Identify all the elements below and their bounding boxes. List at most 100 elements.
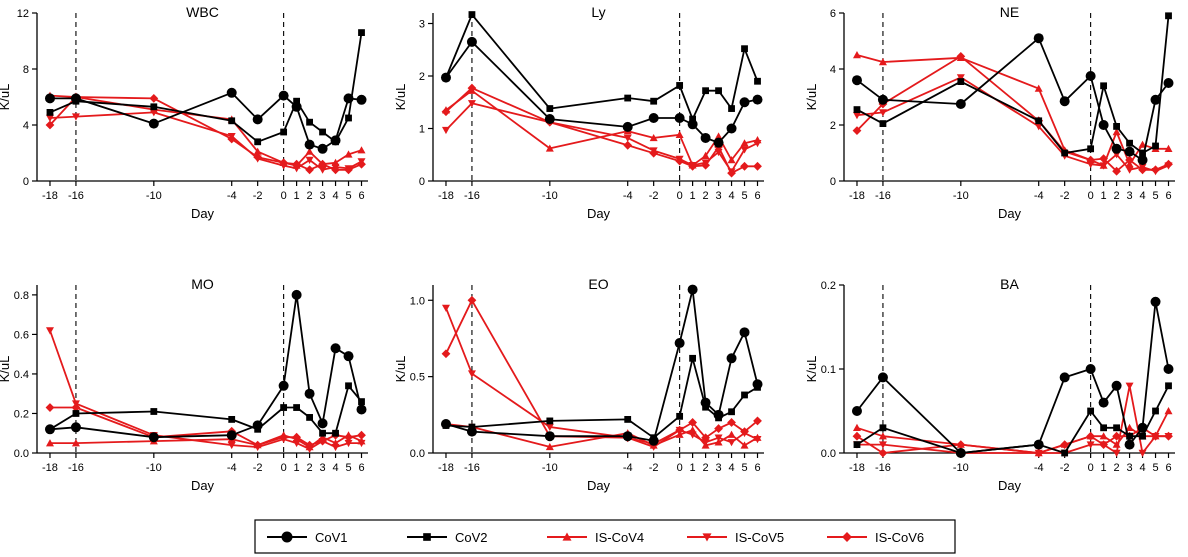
data-point — [1163, 78, 1174, 88]
data-point — [713, 137, 724, 148]
data-point — [305, 147, 314, 155]
x-tick-label: -10 — [953, 190, 969, 202]
data-point — [317, 418, 328, 429]
data-point — [306, 414, 313, 421]
data-point — [292, 159, 302, 169]
series-line — [49, 94, 362, 167]
data-point — [714, 438, 723, 446]
data-point — [955, 99, 966, 109]
x-tick-label: 3 — [716, 190, 722, 202]
data-point — [318, 159, 327, 169]
data-point — [252, 114, 263, 125]
data-point — [1165, 12, 1172, 20]
data-point — [318, 166, 327, 174]
legend: CoV1 CoV2 IS-CoV4 IS-CoV5 IS-CoV6 — [254, 519, 956, 554]
legend-label: CoV1 — [315, 530, 348, 545]
x-tick-label: -16 — [464, 190, 480, 202]
data-point — [741, 45, 748, 53]
x-tick-label: -2 — [253, 190, 263, 202]
series-is-cov5 — [45, 327, 366, 454]
data-point — [149, 109, 158, 117]
data-point — [1086, 441, 1095, 449]
data-point — [753, 416, 762, 426]
data-point — [727, 439, 736, 447]
series-line — [49, 32, 363, 143]
data-point — [728, 408, 735, 416]
data-point — [546, 105, 554, 112]
data-point — [853, 441, 861, 448]
legend-marker — [702, 533, 712, 542]
data-point — [358, 29, 365, 36]
series-line — [49, 111, 362, 171]
x-tick-label: 0 — [281, 462, 287, 474]
data-point — [851, 406, 862, 416]
series-cov1 — [440, 36, 763, 148]
data-point — [253, 152, 263, 162]
x-tick-label: 2 — [703, 190, 709, 202]
y-tick-label: 0.4 — [14, 369, 29, 381]
data-point — [714, 434, 723, 442]
data-point — [714, 132, 723, 140]
x-tick-label: 3 — [1127, 190, 1133, 202]
series-cov1 — [44, 289, 367, 443]
y-tick-label: 12 — [17, 8, 29, 20]
data-point — [1164, 431, 1173, 441]
panel-ba: 0.0 0.1 0.2 -18 -16 -10 -4 -2 0 1 2 3 4 5 6 BA Day K/uL — [804, 276, 1175, 493]
y-tick-label: 2 — [419, 71, 425, 83]
panel-title: NE — [1000, 4, 1019, 20]
data-point — [623, 134, 632, 142]
data-point — [46, 425, 54, 433]
data-point — [544, 431, 555, 442]
series-line — [445, 288, 759, 442]
data-point — [1087, 407, 1095, 415]
data-point — [280, 404, 288, 411]
x-tick-label: 1 — [690, 190, 696, 202]
x-tick-label: -18 — [849, 462, 865, 474]
series-line — [49, 330, 362, 450]
data-point — [1152, 142, 1159, 150]
legend-marker — [562, 532, 572, 541]
x-tick-label: -18 — [849, 190, 865, 202]
legend-item-is-cov4: IS-CoV4 — [547, 530, 644, 545]
x-tick-label: 3 — [320, 190, 326, 202]
data-point — [332, 138, 339, 146]
data-point — [1112, 449, 1121, 457]
data-point — [442, 422, 450, 429]
data-point — [701, 439, 710, 447]
series-line — [49, 384, 363, 435]
data-point — [332, 429, 339, 437]
data-point — [344, 439, 353, 448]
data-point — [700, 132, 711, 143]
data-point — [878, 448, 888, 458]
y-axis-label: K/uL — [804, 84, 819, 111]
x-tick-label: -10 — [146, 190, 162, 202]
x-tick-label: 0 — [1088, 462, 1094, 474]
data-point — [1125, 382, 1134, 390]
data-point — [72, 410, 80, 417]
data-point — [344, 165, 353, 175]
data-point — [714, 424, 723, 433]
x-tick-label: 6 — [754, 190, 760, 202]
x-tick-label: 2 — [307, 462, 313, 474]
x-tick-label: -4 — [227, 462, 237, 474]
data-point — [305, 440, 314, 450]
panel-title: WBC — [186, 4, 219, 20]
x-tick-label: -4 — [623, 462, 633, 474]
data-point — [345, 114, 352, 122]
data-point — [688, 431, 697, 439]
data-point — [227, 441, 236, 450]
series-line — [857, 384, 1169, 454]
y-tick-label: 0 — [419, 176, 425, 188]
data-point — [622, 121, 633, 132]
x-axis-label: Day — [587, 478, 611, 493]
x-tick-label: 0 — [677, 462, 683, 474]
data-point — [727, 156, 736, 164]
data-point — [957, 449, 965, 457]
data-point — [753, 140, 762, 148]
x-tick-label: 6 — [358, 190, 364, 202]
x-tick-label: -4 — [227, 190, 237, 202]
data-point — [1099, 440, 1109, 449]
data-point — [648, 113, 659, 123]
data-point — [957, 78, 965, 85]
